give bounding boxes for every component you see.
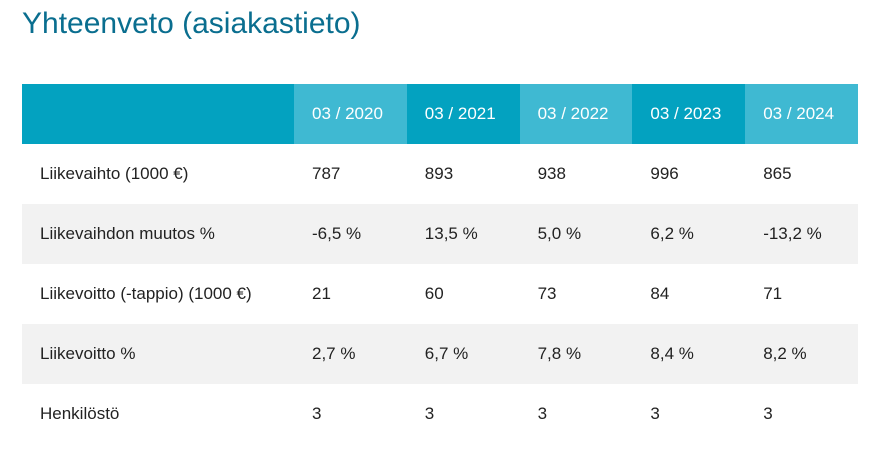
row-label: Liikevaihto (1000 €) — [22, 144, 294, 204]
table-cell: 8,2 % — [745, 324, 858, 384]
row-label: Liikevoitto % — [22, 324, 294, 384]
table-cell: 787 — [294, 144, 407, 204]
column-header-2022: 03 / 2022 — [519, 84, 633, 144]
table-cell: -6,5 % — [294, 204, 407, 264]
column-header-2024: 03 / 2024 — [745, 84, 858, 144]
table-cell: 7,8 % — [519, 324, 633, 384]
row-label: Henkilöstö — [22, 384, 294, 444]
table-row: Liikevoitto % 2,7 % 6,7 % 7,8 % 8,4 % 8,… — [22, 324, 858, 384]
table-cell: 5,0 % — [519, 204, 633, 264]
row-label: Liikevoitto (-tappio) (1000 €) — [22, 264, 294, 324]
header-corner-cell — [22, 84, 294, 144]
table-cell: 865 — [745, 144, 858, 204]
table-cell: 3 — [519, 384, 633, 444]
table-cell: 893 — [406, 144, 520, 204]
table-cell: 6,7 % — [406, 324, 520, 384]
table-cell: 71 — [745, 264, 858, 324]
table-cell: 84 — [632, 264, 746, 324]
table-cell: 938 — [519, 144, 633, 204]
table-cell: 3 — [745, 384, 858, 444]
table-cell: 60 — [406, 264, 520, 324]
table-cell: 3 — [294, 384, 407, 444]
column-header-2020: 03 / 2020 — [294, 84, 407, 144]
page-title: Yhteenveto (asiakastieto) — [22, 7, 361, 40]
table-cell: 21 — [294, 264, 407, 324]
table-cell: 3 — [406, 384, 520, 444]
column-header-2023: 03 / 2023 — [632, 84, 746, 144]
table-row: Henkilöstö 3 3 3 3 3 — [22, 384, 858, 444]
table-header-row: 03 / 2020 03 / 2021 03 / 2022 03 / 2023 … — [22, 84, 858, 144]
table-cell: 8,4 % — [632, 324, 746, 384]
summary-table: 03 / 2020 03 / 2021 03 / 2022 03 / 2023 … — [22, 84, 858, 444]
row-label: Liikevaihdon muutos % — [22, 204, 294, 264]
table-row: Liikevaihto (1000 €) 787 893 938 996 865 — [22, 144, 858, 204]
table-cell: 73 — [519, 264, 633, 324]
table-cell: 3 — [632, 384, 746, 444]
table-cell: 996 — [632, 144, 746, 204]
table-cell: 2,7 % — [294, 324, 407, 384]
table-row: Liikevaihdon muutos % -6,5 % 13,5 % 5,0 … — [22, 204, 858, 264]
table-cell: 6,2 % — [632, 204, 746, 264]
column-header-2021: 03 / 2021 — [406, 84, 520, 144]
table-cell: 13,5 % — [406, 204, 520, 264]
table-row: Liikevoitto (-tappio) (1000 €) 21 60 73 … — [22, 264, 858, 324]
table-cell: -13,2 % — [745, 204, 858, 264]
